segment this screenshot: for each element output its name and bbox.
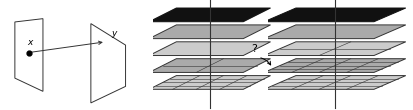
Text: y: y <box>112 29 117 38</box>
Text: x: x <box>28 38 33 47</box>
Polygon shape <box>149 25 271 39</box>
Polygon shape <box>264 42 406 56</box>
Polygon shape <box>264 59 406 72</box>
Polygon shape <box>149 42 271 56</box>
Polygon shape <box>149 59 271 72</box>
Polygon shape <box>264 25 406 39</box>
Polygon shape <box>264 8 406 22</box>
Polygon shape <box>264 76 406 89</box>
Polygon shape <box>149 76 271 89</box>
Polygon shape <box>149 8 271 22</box>
Text: ?: ? <box>251 45 257 54</box>
